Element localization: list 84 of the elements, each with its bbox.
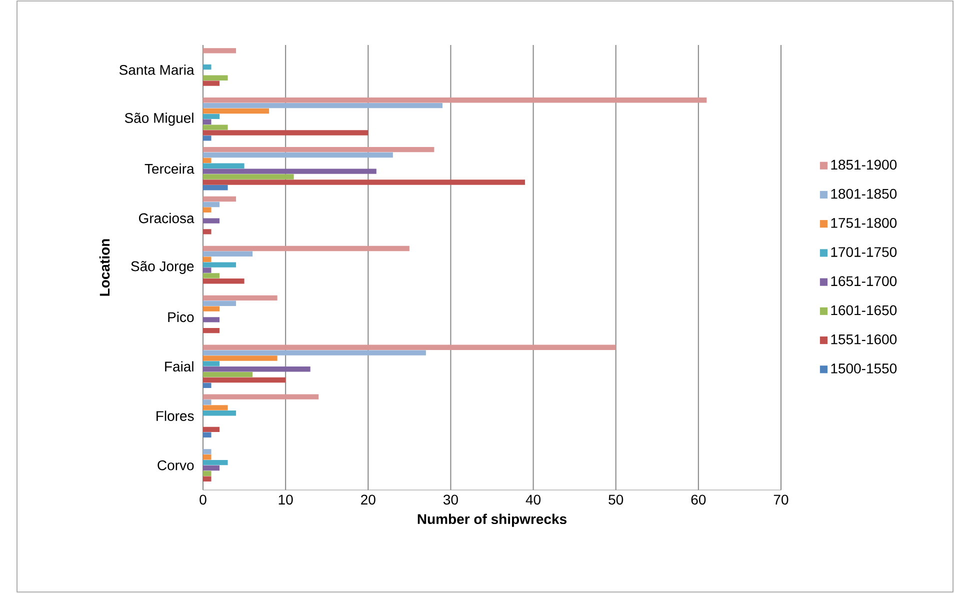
- legend-label: 1851-1900: [831, 160, 897, 170]
- bar: [203, 48, 236, 54]
- bar: [203, 366, 310, 372]
- bar: [203, 174, 294, 180]
- bar: [203, 372, 253, 378]
- bar: [203, 119, 212, 124]
- x-axis-title: Number of shipwrecks: [418, 514, 566, 527]
- bar: [203, 202, 220, 208]
- x-tick-label: 10: [278, 494, 293, 505]
- bar: [203, 180, 526, 185]
- bar: [203, 361, 220, 366]
- bar: [203, 405, 228, 410]
- x-tick-label: 20: [361, 494, 376, 505]
- bar: [203, 75, 228, 80]
- y-tick-label: Santa Maria: [119, 64, 194, 75]
- bar: [203, 80, 220, 86]
- bar: [203, 295, 278, 301]
- bar: [203, 328, 220, 334]
- y-tick-label: Graciosa: [138, 212, 194, 224]
- bar: [203, 130, 368, 136]
- bar: [203, 426, 220, 432]
- bar: [203, 356, 278, 361]
- bar: [203, 432, 212, 438]
- y-tick-label: Flores: [156, 410, 194, 421]
- bar: [203, 229, 212, 234]
- x-tick-label: 30: [443, 494, 458, 505]
- bar: [203, 400, 212, 405]
- bar: [203, 256, 212, 262]
- y-tick-label: São Miguel: [124, 112, 194, 126]
- bar: [203, 246, 410, 252]
- bar: [203, 207, 212, 212]
- bar: [203, 114, 220, 120]
- bar: [203, 470, 212, 476]
- bar: [203, 465, 220, 471]
- bar: [203, 102, 442, 108]
- bar: [203, 300, 236, 306]
- bar: [203, 98, 707, 103]
- bar: [203, 136, 212, 141]
- bar: [203, 158, 212, 164]
- bar: [203, 185, 228, 190]
- bar: [203, 152, 393, 158]
- y-tick-label: Terceira: [144, 163, 194, 174]
- x-tick-label: 0: [200, 494, 206, 505]
- bar: [203, 382, 212, 388]
- bar: [203, 278, 244, 284]
- bar: [203, 262, 236, 268]
- y-tick-label: São Jorge: [131, 261, 194, 274]
- bar: [203, 394, 319, 400]
- bar: [203, 146, 434, 152]
- bar: [203, 108, 270, 114]
- bar: [203, 449, 212, 454]
- bar: [203, 251, 253, 257]
- x-tick-label: 60: [691, 494, 706, 505]
- bar: [203, 124, 228, 130]
- y-tick-label: Pico: [168, 312, 194, 322]
- bar: [203, 476, 212, 482]
- bar: [203, 218, 220, 224]
- legend-label: 1500-1550: [831, 364, 897, 374]
- x-tick-label: 50: [608, 494, 624, 505]
- bar: [203, 268, 212, 273]
- bar: [203, 377, 286, 383]
- legend-label: 1701-1750: [831, 247, 897, 257]
- bar: [203, 196, 236, 202]
- bar: [203, 163, 244, 168]
- y-tick-label: Corvo: [158, 460, 194, 470]
- legend-label: 1601-1650: [831, 305, 897, 316]
- legend-label: 1651-1700: [831, 276, 897, 286]
- legend-label: 1751-1800: [831, 218, 897, 228]
- bar: [203, 306, 220, 312]
- bar: [203, 317, 220, 322]
- bar: [203, 168, 376, 174]
- bar: [203, 64, 212, 70]
- bar: [203, 460, 228, 466]
- bar: [203, 350, 426, 356]
- bar: [203, 273, 220, 278]
- x-tick-label: 40: [526, 494, 541, 505]
- bar: [203, 454, 212, 460]
- legend-label: 1801-1850: [831, 188, 897, 199]
- y-tick-label: Faial: [165, 361, 194, 372]
- x-tick-label: 70: [774, 494, 788, 505]
- bar: [203, 410, 236, 416]
- legend-label: 1551-1600: [831, 334, 897, 344]
- y-axis-title: Location: [99, 239, 110, 296]
- bar: [203, 344, 616, 350]
